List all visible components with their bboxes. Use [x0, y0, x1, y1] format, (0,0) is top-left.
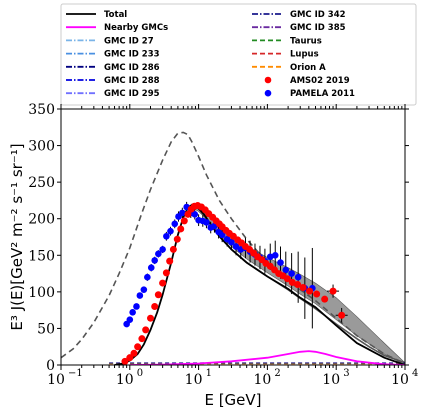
ams-point [134, 343, 142, 351]
pamela-point [133, 303, 140, 310]
pamela-point [126, 316, 134, 323]
ams-point [147, 314, 155, 322]
ams-point [313, 290, 321, 298]
ams-point [283, 275, 291, 283]
legend-label: Orion A [290, 63, 326, 73]
pamela-point [282, 266, 290, 274]
plot-frame [60, 108, 406, 366]
plot-marks [61, 131, 405, 365]
legend-label: Total [104, 10, 127, 20]
legend: Total Nearby GMCs GMC ID 27 GMC ID 233 GMC I… [66, 10, 355, 99]
pamela-point [144, 273, 151, 281]
y-tick-label: 0 [46, 358, 55, 374]
y-tick-label: 100 [28, 285, 55, 301]
pamela-point [140, 286, 148, 293]
x-tick-label: 10 [322, 372, 340, 388]
ams-point [162, 269, 170, 277]
ams-point [166, 257, 174, 265]
pamela-point [129, 309, 136, 316]
pamela-point [191, 211, 199, 218]
pamela-point [179, 209, 186, 217]
legend-box [60, 3, 417, 106]
ams-point [294, 281, 302, 289]
x-tick-exponent: 1 [206, 368, 212, 379]
y-tick-label: 150 [28, 248, 55, 264]
pamela-point [228, 238, 235, 246]
pamela-point [151, 257, 158, 264]
x-tick-exponent: 2 [274, 368, 280, 379]
ams-point [173, 235, 181, 243]
x-tick-exponent: −1 [68, 368, 83, 379]
legend-label: GMC ID 233 [104, 50, 160, 60]
ams-point [338, 311, 346, 319]
legend-label: Lupus [290, 50, 319, 60]
legend-label: GMC ID 288 [104, 76, 160, 86]
legend-label: GMC ID 385 [290, 23, 346, 33]
pamela-point [277, 259, 284, 266]
ams-point [130, 349, 138, 357]
x-axis-label: E [GeV] [204, 391, 261, 409]
ams-point [299, 283, 307, 291]
legend-label: GMC ID 27 [104, 36, 154, 46]
pamela-point [294, 273, 302, 281]
pamela-point [147, 264, 155, 272]
pamela-point [159, 246, 166, 253]
y-tick-label: 200 [28, 212, 55, 228]
ams-point [184, 210, 192, 218]
clipped-marks [61, 131, 405, 365]
ams-point [169, 245, 177, 253]
x-tick-exponent: 0 [137, 368, 143, 379]
x-tick-label: 10 [185, 372, 203, 388]
legend-label: AMS02 2019 [290, 76, 350, 86]
pamela-point [266, 253, 274, 261]
ams-point [180, 217, 188, 225]
series-line-nearby-gmcs [129, 350, 405, 365]
legend-label: Taurus [290, 36, 322, 46]
ams-point [138, 335, 146, 343]
ams-point [142, 326, 150, 334]
ams-point [126, 354, 134, 362]
ams-point [177, 225, 185, 233]
legend-label: Nearby GMCs [104, 23, 168, 33]
pamela-point [167, 227, 174, 235]
x-tick-label: 10 [47, 372, 65, 388]
ams-point [321, 295, 329, 303]
y-tick-label: 350 [28, 102, 55, 118]
ams-point [154, 291, 162, 299]
pamela-point [163, 232, 170, 240]
legend-marker [264, 76, 272, 84]
y-tick-label: 300 [28, 139, 55, 155]
y-tick-label: 50 [37, 321, 55, 337]
pamela-point [171, 220, 179, 228]
pamela-point [136, 292, 144, 299]
legend-marker [264, 89, 272, 97]
pamela-point [271, 251, 279, 259]
pamela-point [155, 250, 162, 258]
ams-point [151, 302, 159, 310]
ams-point [288, 278, 296, 286]
legend-label: GMC ID 295 [104, 89, 160, 99]
ams-point [306, 287, 314, 295]
pamela-point [232, 243, 240, 250]
legend-label: GMC ID 286 [104, 63, 160, 73]
x-tick-label: 10 [116, 372, 134, 388]
y-axis-label: E³ J(E)[GeV² m⁻² s⁻¹ sr⁻¹] [8, 143, 26, 330]
x-tick-exponent: 4 [412, 368, 418, 379]
x-tick-label: 10 [391, 372, 409, 388]
pamela-point [203, 219, 210, 226]
ams-point [329, 287, 337, 295]
pamela-point [288, 270, 295, 277]
legend-label: GMC ID 342 [290, 10, 346, 20]
ams-point [159, 279, 167, 287]
x-tick-label: 10 [253, 372, 271, 388]
y-tick-label: 250 [28, 175, 55, 191]
ams-point [121, 357, 129, 365]
legend-label: PAMELA 2011 [290, 89, 355, 99]
x-tick-exponent: 3 [343, 368, 349, 379]
